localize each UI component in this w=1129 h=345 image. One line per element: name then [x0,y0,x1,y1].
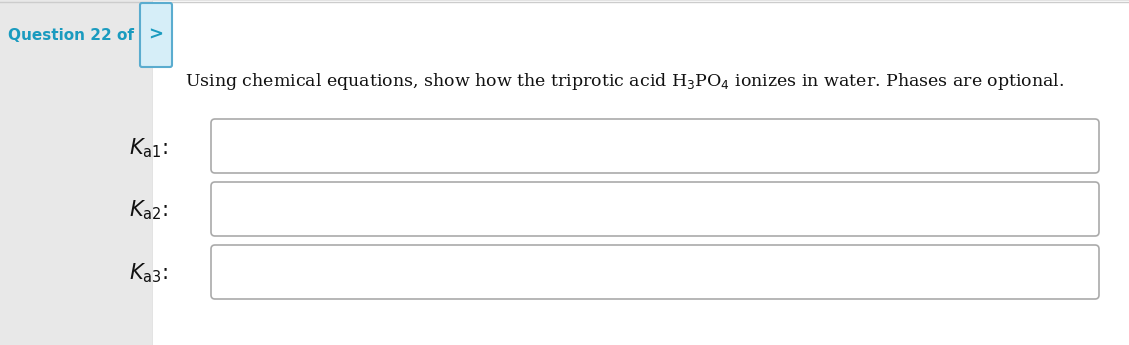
Text: $\mathit{K}_{\mathrm{a3}}$:: $\mathit{K}_{\mathrm{a3}}$: [129,261,168,285]
Bar [152,0,1129,345]
FancyBboxPatch shape [211,182,1099,236]
FancyBboxPatch shape [211,245,1099,299]
Text: $\mathit{K}_{\mathrm{a2}}$:: $\mathit{K}_{\mathrm{a2}}$: [129,198,168,222]
Text: >: > [149,26,164,44]
FancyBboxPatch shape [211,119,1099,173]
Text: Question 22 of 26: Question 22 of 26 [8,28,160,42]
Text: $\mathit{K}_{\mathrm{a1}}$:: $\mathit{K}_{\mathrm{a1}}$: [129,136,168,160]
FancyBboxPatch shape [140,3,172,67]
Text: Using chemical equations, show how the triprotic acid H$_3$PO$_4$ ionizes in wat: Using chemical equations, show how the t… [185,71,1065,92]
